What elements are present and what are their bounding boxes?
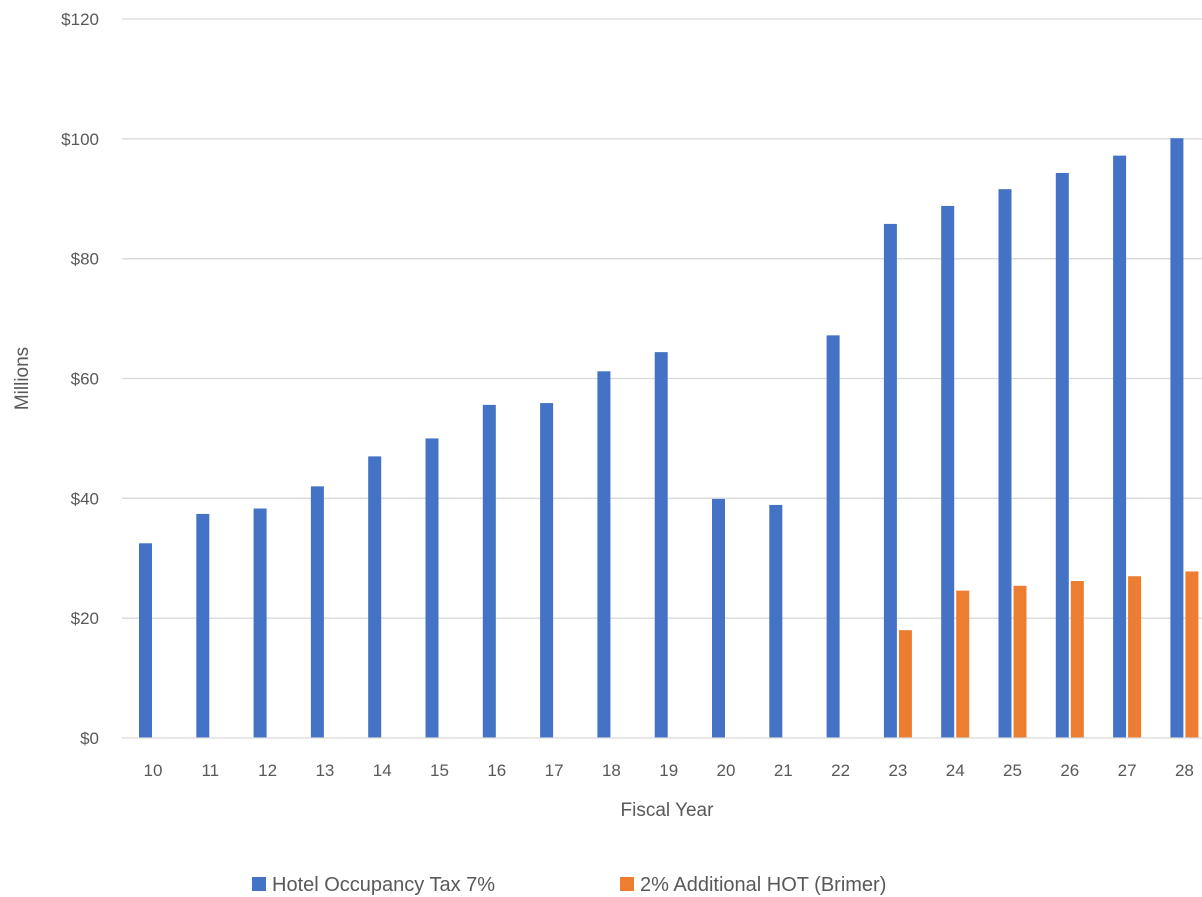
x-tick-label: 13 <box>315 761 334 780</box>
bar-hotel-occupancy-tax <box>654 352 668 738</box>
bar-hotel-occupancy-tax <box>310 486 324 738</box>
bar-hotel-occupancy-tax <box>712 498 725 738</box>
bar-hotel-occupancy-tax <box>1055 172 1069 738</box>
bar-hotel-occupancy-tax <box>540 403 554 738</box>
legend-label: Hotel Occupancy Tax 7% <box>272 874 495 896</box>
bar-hotel-occupancy-tax <box>139 543 152 738</box>
bar-hotel-occupancy-tax <box>253 508 267 738</box>
x-tick-label: 27 <box>1118 761 1137 780</box>
x-tick-label: 24 <box>946 761 965 780</box>
bar-hotel-occupancy-tax <box>1113 155 1127 739</box>
bar-additional-hot <box>1185 571 1199 738</box>
legend-swatch <box>620 877 634 891</box>
x-tick-label: 23 <box>888 761 907 780</box>
x-tick-label: 25 <box>1003 761 1022 780</box>
x-tick-label: 17 <box>545 761 564 780</box>
x-tick-label: 18 <box>602 761 621 780</box>
x-tick-label: 12 <box>258 761 277 780</box>
bar-additional-hot <box>898 630 912 738</box>
y-axis-title: Millions <box>12 347 33 410</box>
bar-hotel-occupancy-tax <box>368 456 382 738</box>
x-axis-title: Fiscal Year <box>621 800 715 821</box>
y-tick-label: $100 <box>61 130 99 149</box>
y-axis-tick-labels: $0 $20 $40 $60 $80 $100 $120 <box>61 10 99 748</box>
bar-hotel-occupancy-tax <box>769 504 783 738</box>
legend: Hotel Occupancy Tax 7% 2% Additional HOT … <box>252 874 886 896</box>
bar-hotel-occupancy-tax <box>597 371 611 738</box>
bar-hotel-occupancy-tax <box>482 404 496 738</box>
bar-additional-hot <box>1070 581 1084 738</box>
x-tick-label: 16 <box>487 761 506 780</box>
bar-hotel-occupancy-tax <box>425 438 439 738</box>
y-tick-label: $0 <box>80 729 99 748</box>
x-tick-label: 10 <box>144 761 163 780</box>
bar-additional-hot <box>1128 576 1142 738</box>
x-axis-tick-labels: 10 11 12 13 14 15 16 17 18 19 20 21 22 23 24 25 26 27 28 <box>144 761 1194 780</box>
x-tick-label: 15 <box>430 761 449 780</box>
x-tick-label: 20 <box>717 761 736 780</box>
x-tick-label: 14 <box>373 761 392 780</box>
y-tick-label: $40 <box>71 489 99 508</box>
y-tick-label: $120 <box>61 10 99 29</box>
bar-hotel-occupancy-tax <box>826 335 840 738</box>
x-tick-label: 28 <box>1175 761 1194 780</box>
y-tick-label: $60 <box>71 370 99 389</box>
bar-additional-hot <box>1013 585 1027 738</box>
x-tick-label: 21 <box>774 761 793 780</box>
bar-hotel-occupancy-tax <box>883 223 897 739</box>
legend-label: 2% Additional HOT (Brimer) <box>640 874 886 896</box>
x-tick-label: 19 <box>659 761 678 780</box>
x-tick-label: 11 <box>201 761 219 780</box>
x-tick-label: 22 <box>831 761 850 780</box>
x-tick-label: 26 <box>1060 761 1079 780</box>
y-tick-label: $20 <box>71 609 99 628</box>
bars <box>139 138 1199 739</box>
y-tick-label: $80 <box>71 250 99 269</box>
bar-hotel-occupancy-tax <box>941 205 955 738</box>
bar-hotel-occupancy-tax <box>1170 138 1184 739</box>
bar-hotel-occupancy-tax <box>196 513 210 738</box>
legend-swatch <box>252 877 266 891</box>
bar-hotel-occupancy-tax <box>998 189 1012 738</box>
bar-additional-hot <box>956 590 970 738</box>
